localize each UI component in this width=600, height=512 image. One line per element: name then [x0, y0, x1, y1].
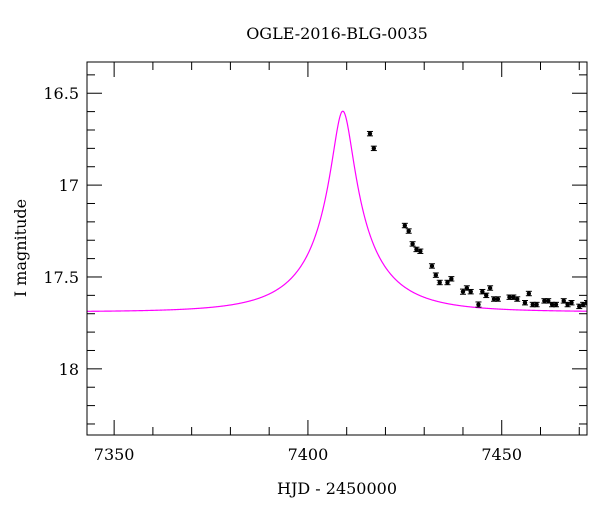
data-marker: [468, 289, 473, 294]
model-fit-curve: [87, 110, 587, 312]
data-marker: [542, 298, 547, 304]
data-point: [475, 301, 482, 308]
data-point: [401, 222, 408, 229]
data-point: [370, 145, 377, 152]
x-tick-label: 7450: [481, 445, 522, 464]
data-point: [467, 288, 474, 295]
data-marker: [526, 291, 532, 296]
y-axis-ticks: [87, 74, 587, 425]
data-marker: [406, 228, 411, 234]
data-marker: [491, 296, 497, 302]
data-point: [568, 299, 575, 306]
data-point: [405, 228, 412, 234]
data-point: [417, 248, 424, 254]
y-tick-label: 18: [59, 360, 79, 379]
chart-title: OGLE-2016-BLG-0035: [246, 24, 428, 43]
data-point: [521, 299, 528, 306]
data-marker: [449, 276, 454, 282]
data-point: [580, 301, 587, 308]
data-point: [436, 279, 443, 286]
data-marker: [367, 131, 373, 136]
data-point: [483, 292, 490, 299]
data-marker: [433, 272, 439, 278]
y-axis-title: I magnitude: [11, 199, 30, 297]
data-point: [463, 285, 470, 291]
data-marker: [530, 302, 535, 307]
data-point: [366, 130, 373, 137]
data-marker: [511, 294, 516, 300]
data-point: [584, 299, 587, 306]
data-marker: [429, 263, 435, 269]
y-tick-label: 16.5: [43, 84, 79, 103]
data-point: [494, 296, 501, 302]
data-marker: [414, 247, 419, 252]
data-marker: [584, 300, 587, 305]
data-marker: [507, 294, 512, 300]
data-points: [366, 130, 587, 310]
data-point: [514, 296, 521, 302]
data-marker: [410, 241, 415, 247]
data-point: [448, 276, 455, 282]
data-marker: [549, 302, 555, 307]
data-marker: [402, 223, 408, 228]
data-marker: [418, 249, 423, 254]
data-point: [552, 301, 559, 308]
data-point: [487, 285, 494, 291]
data-point: [428, 263, 435, 269]
data-marker: [569, 300, 574, 305]
data-marker: [565, 302, 570, 307]
x-tick-label: 7400: [288, 445, 329, 464]
plot-frame: [86, 61, 588, 436]
data-marker: [515, 296, 520, 302]
data-point: [533, 301, 540, 308]
data-marker: [553, 302, 559, 307]
data-marker: [476, 302, 481, 307]
data-marker: [580, 302, 586, 307]
data-marker: [577, 304, 582, 309]
data-point: [525, 290, 532, 297]
data-marker: [487, 285, 493, 291]
y-tick-label: 17: [59, 176, 79, 195]
data-point: [432, 272, 439, 278]
x-axis-tick-labels: 7350 7400 7450: [94, 445, 522, 464]
y-axis-tick-labels: 16.5 17 17.5 18: [43, 84, 79, 379]
data-marker: [495, 296, 501, 302]
x-axis-ticks: [113, 62, 580, 435]
data-marker: [522, 300, 528, 305]
y-tick-label: 17.5: [43, 268, 79, 287]
x-axis-title: HJD - 2450000: [277, 479, 397, 498]
data-marker: [371, 146, 377, 151]
data-marker: [437, 280, 442, 285]
data-marker: [484, 293, 489, 298]
x-tick-label: 7350: [94, 445, 135, 464]
data-point: [409, 241, 416, 247]
data-marker: [534, 302, 539, 307]
